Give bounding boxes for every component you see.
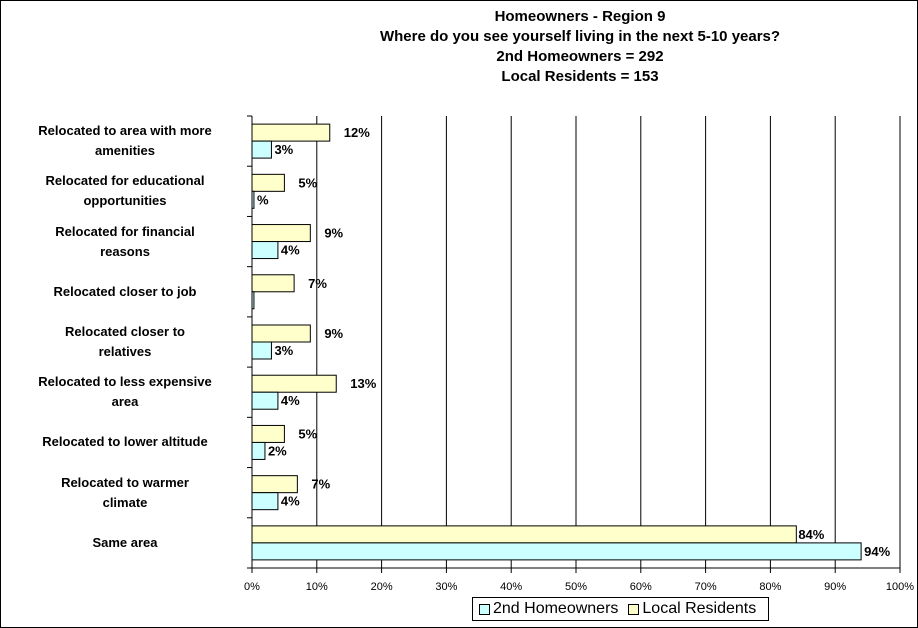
x-tick-label-10: 100% — [886, 581, 914, 593]
category-label-7-line-1: climate — [102, 494, 148, 510]
bar-local-residents-1 — [251, 173, 285, 192]
data-label-2nd-homeowners-0: 3% — [274, 142, 293, 157]
bar-local-residents-7 — [251, 475, 298, 494]
data-label-local-residents-8: 84% — [798, 527, 824, 542]
bar-2nd-homeowners-6 — [251, 441, 266, 460]
legend-swatch-local-residents — [628, 603, 640, 615]
x-tick-label-4: 40% — [500, 581, 522, 593]
legend: 2nd Homeowners Local Residents — [472, 597, 770, 621]
data-label-2nd-homeowners-7: 4% — [281, 494, 300, 509]
bar-2nd-homeowners-7 — [251, 492, 279, 511]
bar-local-residents-6 — [251, 424, 285, 443]
bar-2nd-homeowners-8 — [251, 542, 862, 561]
bar-2nd-homeowners-4 — [251, 341, 272, 360]
legend-item-2nd-homeowners: 2nd Homeowners — [479, 600, 618, 618]
category-label-8-line-0: Same area — [92, 534, 158, 550]
data-label-local-residents-2: 9% — [324, 226, 343, 241]
category-label-5-line-0: Relocated to less expensive — [38, 374, 212, 390]
legend-item-local-residents: Local Residents — [628, 600, 756, 618]
data-label-2nd-homeowners-6: 2% — [268, 443, 287, 458]
chart-title-line-4: Local Residents = 153 — [501, 68, 659, 85]
bar-2nd-homeowners-3 — [251, 291, 255, 310]
data-label-local-residents-3: 7% — [308, 276, 327, 291]
x-tick-label-8: 80% — [759, 581, 781, 593]
bar-2nd-homeowners-2 — [251, 241, 279, 260]
chart-title-line-2: Where do you see yourself living in the … — [379, 28, 781, 45]
data-label-local-residents-6: 5% — [298, 426, 317, 441]
legend-label-local-residents: Local Residents — [642, 600, 757, 617]
legend-label-2nd-homeowners: 2nd Homeowners — [493, 600, 619, 617]
data-label-local-residents-5: 13% — [350, 376, 376, 391]
category-label-2-line-0: Relocated for financial — [55, 223, 195, 239]
x-tick-label-2: 20% — [371, 581, 393, 593]
data-label-2nd-homeowners-2: 4% — [281, 243, 300, 258]
category-label-1-line-0: Relocated for educational — [45, 173, 205, 189]
x-tick-label-1: 10% — [306, 581, 328, 593]
bar-2nd-homeowners-1 — [251, 190, 255, 209]
bar-local-residents-4 — [251, 324, 311, 343]
category-label-1-line-1: opportunities — [83, 193, 167, 209]
category-label-0-line-1: amenities — [95, 143, 155, 159]
category-label-0-line-0: Relocated to area with more — [38, 123, 212, 139]
x-tick-label-0: 0% — [244, 581, 260, 593]
bar-local-residents-0 — [251, 123, 331, 142]
category-label-3-line-0: Relocated closer to job — [53, 283, 197, 299]
x-tick-label-5: 50% — [565, 581, 587, 593]
x-tick-label-6: 60% — [630, 581, 652, 593]
bar-local-residents-2 — [251, 224, 311, 243]
data-label-2nd-homeowners-1: % — [257, 192, 269, 207]
chart-title-line-3: 2nd Homeowners = 292 — [496, 48, 664, 65]
category-label-4-line-1: relatives — [98, 344, 152, 359]
x-tick-label-9: 90% — [824, 581, 846, 593]
category-label-2-line-1: reasons — [100, 243, 150, 259]
x-tick-label-3: 30% — [435, 581, 457, 593]
bar-local-residents-3 — [251, 274, 295, 293]
category-label-6-line-0: Relocated to lower altitude — [42, 434, 208, 450]
x-tick-label-7: 70% — [695, 581, 717, 593]
data-label-2nd-homeowners-8: 94% — [864, 544, 890, 559]
category-label-5-line-1: area — [111, 394, 139, 410]
bar-2nd-homeowners-0 — [251, 140, 272, 159]
data-label-2nd-homeowners-4: 3% — [274, 343, 293, 358]
category-label-7-line-0: Relocated to warmer — [61, 474, 189, 490]
bar-local-residents-5 — [251, 374, 337, 393]
category-label-4-line-0: Relocated closer to — [65, 324, 185, 339]
data-label-local-residents-1: 5% — [298, 175, 317, 190]
data-label-local-residents-7: 7% — [311, 477, 330, 492]
bar-local-residents-8 — [251, 525, 797, 544]
legend-swatch-2nd-homeowners — [479, 603, 490, 615]
data-label-local-residents-4: 9% — [324, 326, 343, 341]
data-label-2nd-homeowners-5: 4% — [281, 393, 300, 408]
chart-title-line-1: Homeowners - Region 9 — [494, 8, 666, 25]
data-label-local-residents-0: 12% — [344, 125, 370, 140]
bar-2nd-homeowners-5 — [251, 391, 279, 410]
